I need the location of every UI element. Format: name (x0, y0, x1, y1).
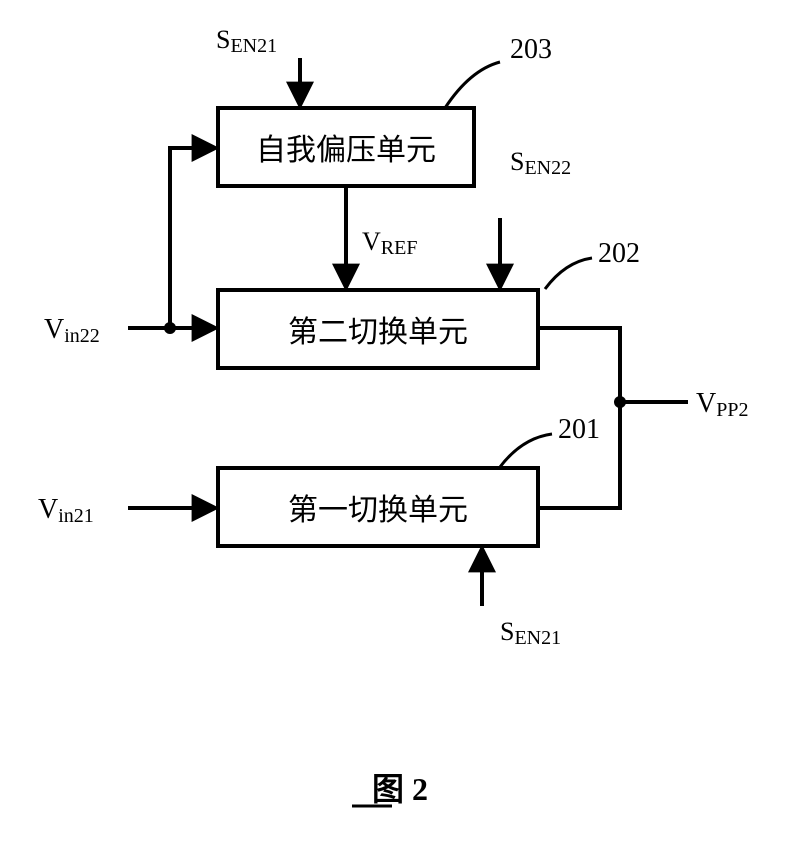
arrow-vin22-branch (170, 148, 214, 328)
label-vin21: Vin21 (38, 494, 94, 527)
block-202: 第二切换单元 (218, 290, 538, 368)
ref-202: 202 (545, 238, 640, 289)
ref-202-leader (545, 258, 592, 289)
signal-sen21-top: SEN21 SEN21 (216, 25, 300, 104)
ref-201-leader (500, 434, 552, 467)
figure-caption: 图 2 (372, 771, 428, 807)
label-vpp2: VPP2 (696, 388, 748, 421)
ref-203: 203 (445, 34, 552, 108)
label-sen21-bot: SEN21 (500, 617, 561, 649)
label-sen21-top-styled: SEN21 (216, 25, 277, 57)
block-201-label: 第一切换单元 (288, 494, 468, 527)
label-sen22: SEN22 (510, 147, 571, 179)
ref-203-label: 203 (510, 34, 552, 65)
ref-201-label: 201 (558, 414, 600, 445)
ref-203-leader (445, 62, 500, 108)
label-vin22: Vin22 (44, 314, 100, 347)
signal-sen21-bot: SEN21 SEN21 (482, 550, 575, 649)
ref-201: 201 (500, 414, 600, 467)
wire-202-out (538, 328, 620, 402)
block-203: 自我偏压单元 (218, 108, 474, 186)
label-vref: VREF (362, 227, 417, 259)
ref-202-label: 202 (598, 238, 640, 269)
signal-vin22: Vin22 Vin22 (44, 148, 214, 347)
block-203-label: 自我偏压单元 (256, 134, 436, 167)
junction-vpp2 (614, 396, 626, 408)
block-201: 第一切换单元 (218, 468, 538, 546)
signal-vref: VREF VREF (346, 186, 428, 286)
block-202-label: 第二切换单元 (288, 316, 468, 349)
signal-vin21: Vin21 Vin21 (38, 494, 214, 527)
